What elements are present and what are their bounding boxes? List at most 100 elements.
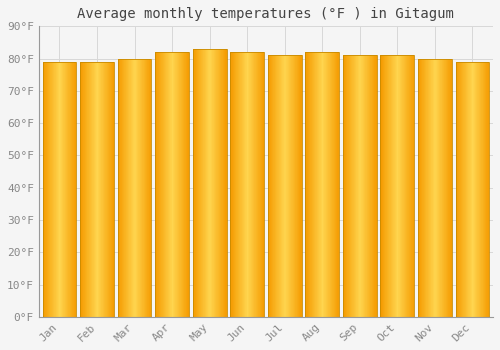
Bar [64, 62, 65, 317]
Bar [60, 62, 61, 317]
Bar [399, 55, 400, 317]
Bar [468, 62, 469, 317]
Bar [419, 58, 420, 317]
Bar [336, 52, 337, 317]
Bar [292, 55, 293, 317]
Bar [195, 49, 196, 317]
Bar [97, 62, 98, 317]
Bar [456, 62, 457, 317]
Bar [87, 62, 88, 317]
Bar [312, 52, 313, 317]
Bar [293, 55, 294, 317]
Bar [82, 62, 83, 317]
Bar [254, 52, 255, 317]
Bar [213, 49, 214, 317]
Bar [204, 49, 205, 317]
Bar [85, 62, 86, 317]
Bar [103, 62, 104, 317]
Bar [80, 62, 114, 317]
Bar [383, 55, 384, 317]
Bar [165, 52, 166, 317]
Bar [446, 58, 448, 317]
Bar [217, 49, 218, 317]
Bar [172, 52, 173, 317]
Bar [205, 49, 206, 317]
Bar [428, 58, 429, 317]
Bar [311, 52, 312, 317]
Bar [230, 52, 231, 317]
Bar [308, 52, 310, 317]
Bar [429, 58, 430, 317]
Bar [456, 62, 490, 317]
Bar [314, 52, 315, 317]
Bar [289, 55, 290, 317]
Bar [200, 49, 201, 317]
Bar [427, 58, 428, 317]
Bar [52, 62, 54, 317]
Bar [283, 55, 284, 317]
Bar [435, 58, 436, 317]
Bar [126, 58, 127, 317]
Bar [445, 58, 446, 317]
Bar [317, 52, 318, 317]
Bar [133, 58, 134, 317]
Bar [145, 58, 146, 317]
Bar [240, 52, 241, 317]
Bar [324, 52, 325, 317]
Bar [395, 55, 396, 317]
Bar [322, 52, 323, 317]
Bar [138, 58, 139, 317]
Bar [443, 58, 444, 317]
Bar [404, 55, 405, 317]
Bar [144, 58, 145, 317]
Bar [156, 52, 157, 317]
Bar [243, 52, 244, 317]
Bar [450, 58, 451, 317]
Bar [438, 58, 439, 317]
Bar [130, 58, 131, 317]
Bar [409, 55, 410, 317]
Bar [251, 52, 252, 317]
Bar [346, 55, 347, 317]
Bar [131, 58, 132, 317]
Bar [45, 62, 46, 317]
Bar [208, 49, 209, 317]
Bar [384, 55, 385, 317]
Bar [462, 62, 463, 317]
Bar [162, 52, 163, 317]
Bar [175, 52, 176, 317]
Bar [84, 62, 85, 317]
Bar [119, 58, 120, 317]
Bar [480, 62, 481, 317]
Bar [463, 62, 464, 317]
Bar [236, 52, 237, 317]
Bar [358, 55, 359, 317]
Bar [272, 55, 273, 317]
Bar [198, 49, 199, 317]
Bar [106, 62, 107, 317]
Bar [286, 55, 287, 317]
Bar [457, 62, 458, 317]
Bar [359, 55, 360, 317]
Bar [328, 52, 329, 317]
Bar [325, 52, 326, 317]
Bar [86, 62, 87, 317]
Bar [422, 58, 423, 317]
Bar [431, 58, 432, 317]
Bar [393, 55, 394, 317]
Bar [405, 55, 406, 317]
Bar [102, 62, 103, 317]
Bar [474, 62, 475, 317]
Bar [459, 62, 460, 317]
Bar [291, 55, 292, 317]
Bar [47, 62, 48, 317]
Bar [418, 58, 452, 317]
Bar [167, 52, 168, 317]
Bar [134, 58, 135, 317]
Bar [255, 52, 256, 317]
Bar [83, 62, 84, 317]
Bar [451, 58, 452, 317]
Bar [434, 58, 435, 317]
Bar [253, 52, 254, 317]
Bar [56, 62, 57, 317]
